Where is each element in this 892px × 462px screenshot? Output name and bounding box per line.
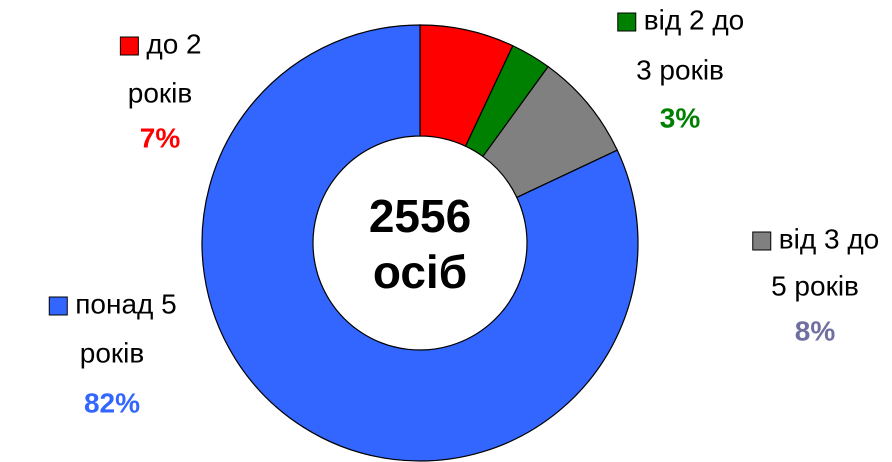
legend-label: років [80, 337, 145, 368]
legend-label: 5 років [771, 270, 859, 301]
legend-label: від 2 до [644, 4, 744, 35]
value-label: 7% [140, 122, 181, 153]
value-label: 8% [795, 315, 836, 346]
legend-swatch [48, 296, 68, 316]
legend-label: від 3 до [779, 223, 879, 254]
legend-label: понад 5 [75, 288, 176, 319]
donut-segment [201, 24, 639, 462]
legend-swatch [617, 12, 637, 32]
legend-swatch [752, 231, 772, 251]
legend-label: років [128, 77, 193, 108]
legend-label: 3 років [636, 54, 724, 85]
legend-swatch [119, 36, 139, 56]
value-label: 82% [84, 387, 140, 418]
center-text: осіб [373, 246, 467, 298]
center-text: 2556 [369, 190, 471, 242]
value-label: 3% [660, 102, 701, 133]
legend-label: до 2 [146, 28, 201, 59]
